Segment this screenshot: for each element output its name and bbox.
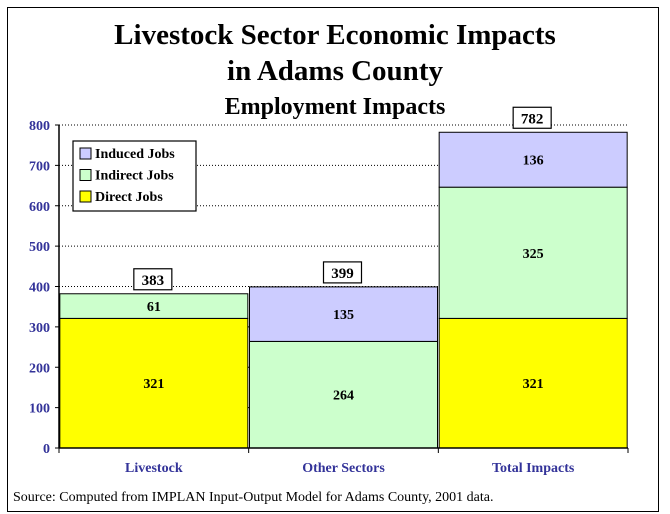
chart-title-line1: Livestock Sector Economic Impacts — [114, 19, 556, 51]
y-tick-label: 100 — [29, 402, 50, 417]
legend-swatch — [79, 147, 92, 160]
source-note: Source: Computed from IMPLAN Input-Outpu… — [13, 490, 494, 505]
x-tick-label: Other Sectors — [302, 461, 385, 476]
bar-segment — [59, 293, 249, 319]
y-tick-label: 200 — [29, 361, 50, 376]
y-tick-label: 700 — [29, 159, 50, 174]
legend-box — [72, 140, 197, 212]
y-tick-label: 800 — [29, 119, 50, 134]
bar-segment — [438, 131, 628, 188]
bar-segment — [438, 186, 628, 319]
legend-swatch — [79, 190, 92, 203]
data-label: 321 — [143, 377, 164, 392]
data-label: 325 — [523, 247, 544, 262]
bar-segment — [438, 317, 628, 449]
bar-segment — [249, 340, 438, 449]
total-label: 383 — [142, 273, 165, 289]
data-label: 135 — [333, 308, 354, 323]
total-label-box — [133, 268, 173, 291]
data-label: 264 — [333, 389, 354, 404]
y-tick-label: 300 — [29, 321, 50, 336]
y-tick-label: 600 — [29, 200, 50, 215]
data-label: 136 — [523, 154, 544, 169]
chart-title-line2: in Adams County — [227, 55, 443, 87]
legend-label: Induced Jobs — [95, 147, 175, 162]
bar-segment — [249, 286, 438, 342]
total-label-box — [512, 106, 552, 129]
data-label: 321 — [523, 377, 544, 392]
data-label: 61 — [147, 300, 161, 315]
y-tick-label: 400 — [29, 281, 50, 296]
x-tick-label: Livestock — [125, 461, 183, 476]
total-label-box — [322, 261, 363, 284]
x-tick-label: Total Impacts — [492, 461, 575, 476]
chart-subtitle: Employment Impacts — [224, 94, 446, 120]
legend-label: Indirect Jobs — [95, 169, 174, 184]
legend-label: Direct Jobs — [95, 190, 163, 205]
total-label: 399 — [331, 266, 354, 282]
y-tick-label: 0 — [43, 442, 50, 457]
legend-swatch — [79, 169, 92, 181]
y-tick-label: 500 — [29, 240, 50, 255]
total-label: 782 — [521, 111, 544, 127]
